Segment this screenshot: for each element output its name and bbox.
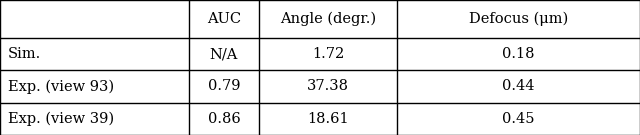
Text: 18.61: 18.61 (307, 112, 349, 126)
Text: 37.38: 37.38 (307, 79, 349, 93)
Text: 0.18: 0.18 (502, 47, 534, 61)
Text: Defocus (μm): Defocus (μm) (468, 12, 568, 26)
Text: Exp. (view 39): Exp. (view 39) (8, 112, 114, 126)
Text: Sim.: Sim. (8, 47, 41, 61)
Text: 0.86: 0.86 (207, 112, 241, 126)
Text: 0.44: 0.44 (502, 79, 534, 93)
Text: N/A: N/A (210, 47, 238, 61)
Text: AUC: AUC (207, 12, 241, 26)
Text: Exp. (view 93): Exp. (view 93) (8, 79, 114, 94)
Text: 0.79: 0.79 (208, 79, 240, 93)
Text: Angle (degr.): Angle (degr.) (280, 12, 376, 26)
Text: 0.45: 0.45 (502, 112, 534, 126)
Text: 1.72: 1.72 (312, 47, 344, 61)
